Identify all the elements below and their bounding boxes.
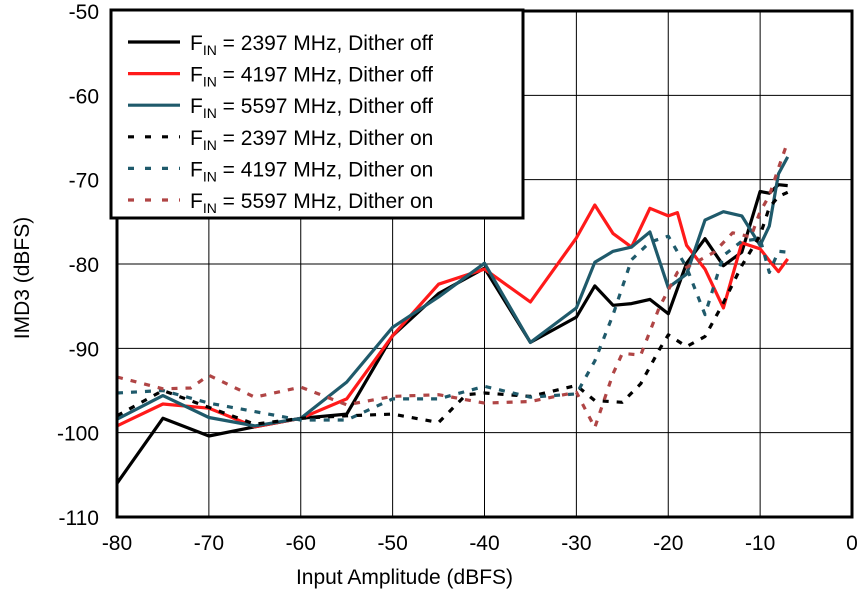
y-axis-title: IMD3 (dBFS) [11, 217, 34, 340]
x-tick-labels: -80 -70 -60 -50 -40 -30 -20 -10 0 [102, 532, 858, 555]
series-line-6 [116, 141, 790, 430]
y-tick-label: -110 [59, 507, 99, 530]
x-tick-label: -40 [469, 532, 499, 555]
y-tick-label: -90 [69, 338, 99, 361]
x-axis-title: Input Amplitude (dBFS) [296, 566, 513, 589]
x-tick-label: -80 [102, 532, 132, 555]
series-lines [115, 141, 790, 485]
legend-label-4: FIN = 2397 MHz, Dither on [190, 127, 433, 153]
x-tick-label: 0 [846, 532, 858, 555]
series-line-3 [116, 156, 790, 428]
x-tick-label: -20 [653, 532, 683, 555]
y-tick-label: -60 [69, 85, 99, 108]
x-tick-label: -10 [745, 532, 775, 555]
y-tick-label: -80 [69, 254, 99, 277]
y-tick-labels: -110 -100 -90 -80 -70 -60 -50 [57, 1, 99, 530]
series-line-5 [116, 234, 788, 422]
legend: FIN = 2397 MHz, Dither off FIN = 4197 MHz… [109, 8, 525, 220]
x-tick-label: -50 [377, 532, 407, 555]
x-tick-label: -60 [286, 532, 316, 555]
x-tick-label: -30 [561, 532, 591, 555]
series-line-1 [115, 183, 788, 485]
x-tick-label: -70 [194, 532, 224, 555]
series-line-4 [116, 190, 789, 426]
series-line-2 [116, 203, 789, 429]
legend-label-5: FIN = 4197 MHz, Dither on [190, 158, 433, 184]
legend-label-2: FIN = 4197 MHz, Dither off [190, 64, 433, 90]
y-tick-label: -100 [57, 423, 99, 446]
legend-box [109, 8, 525, 220]
y-tick-label: -50 [69, 1, 99, 24]
legend-label-3: FIN = 5597 MHz, Dither off [190, 95, 433, 121]
y-tick-label: -70 [69, 170, 99, 193]
legend-label-6: FIN = 5597 MHz, Dither on [190, 190, 433, 216]
legend-label-1: FIN = 2397 MHz, Dither off [190, 32, 433, 58]
